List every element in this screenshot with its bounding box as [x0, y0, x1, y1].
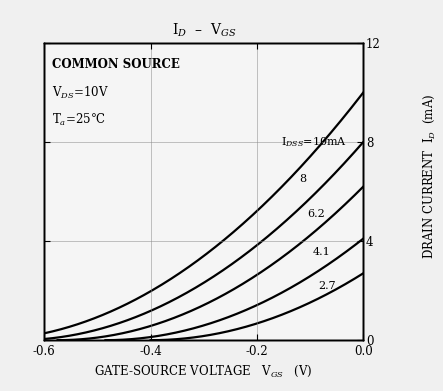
Text: 4.1: 4.1 — [313, 247, 330, 257]
Text: COMMON SOURCE: COMMON SOURCE — [52, 58, 180, 71]
Text: 6.2: 6.2 — [307, 209, 325, 219]
Text: DRAIN CURRENT  I$_D$  (mA): DRAIN CURRENT I$_D$ (mA) — [422, 93, 437, 258]
Title: I$_D$  –  V$_{GS}$: I$_D$ – V$_{GS}$ — [171, 22, 236, 39]
Text: 8: 8 — [299, 174, 307, 184]
X-axis label: GATE-SOURCE VOLTAGE   V$_{GS}$   (V): GATE-SOURCE VOLTAGE V$_{GS}$ (V) — [94, 364, 313, 379]
Text: I$_{DSS}$=10mA: I$_{DSS}$=10mA — [281, 135, 347, 149]
Text: T$_a$=25°C: T$_a$=25°C — [52, 112, 106, 129]
Text: V$_{DS}$=10V: V$_{DS}$=10V — [52, 85, 109, 101]
Text: 2.7: 2.7 — [318, 281, 336, 291]
